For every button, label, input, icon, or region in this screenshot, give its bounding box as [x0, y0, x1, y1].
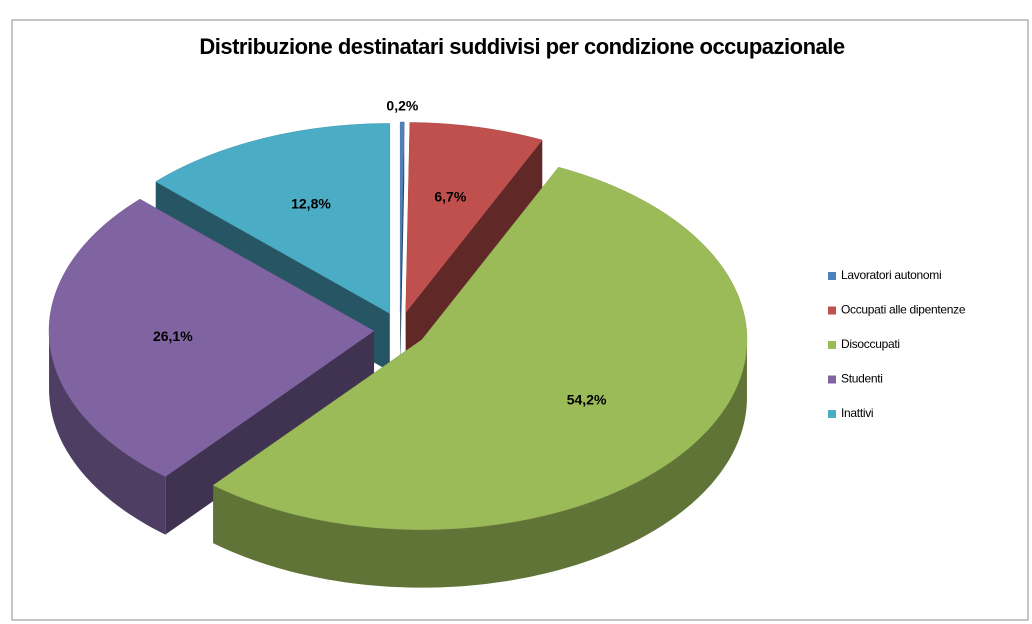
legend-swatch: [828, 306, 836, 315]
legend-swatch: [828, 410, 836, 418]
slice: [155, 123, 391, 314]
value-label: 54,2%: [567, 391, 607, 407]
slice: [48, 198, 375, 477]
value-label: 12,8%: [291, 196, 331, 212]
slice: [212, 166, 748, 530]
slice-side: [405, 140, 543, 371]
legend-swatch: [828, 272, 836, 280]
slice: [405, 122, 543, 314]
legend-label: Studenti: [841, 372, 883, 386]
value-label: 0,2%: [386, 98, 418, 114]
slice-wall: [213, 339, 747, 588]
slice-wall: [49, 330, 166, 535]
legend-label: Lavoratori autonomi: [841, 268, 941, 282]
legend-label: Occupati alle dipentenze: [841, 303, 966, 317]
legend-label: Disoccupati: [841, 337, 900, 351]
legend-swatch: [828, 341, 836, 349]
value-label: 6,7%: [434, 188, 466, 204]
chart-title: Distribuzione destinatari suddivisi per …: [199, 34, 844, 59]
value-label: 26,1%: [153, 328, 193, 344]
slice: [399, 121, 405, 313]
legend-swatch: [828, 375, 836, 384]
slice-side: [400, 122, 405, 371]
legend-label: Inattivi: [841, 406, 873, 420]
